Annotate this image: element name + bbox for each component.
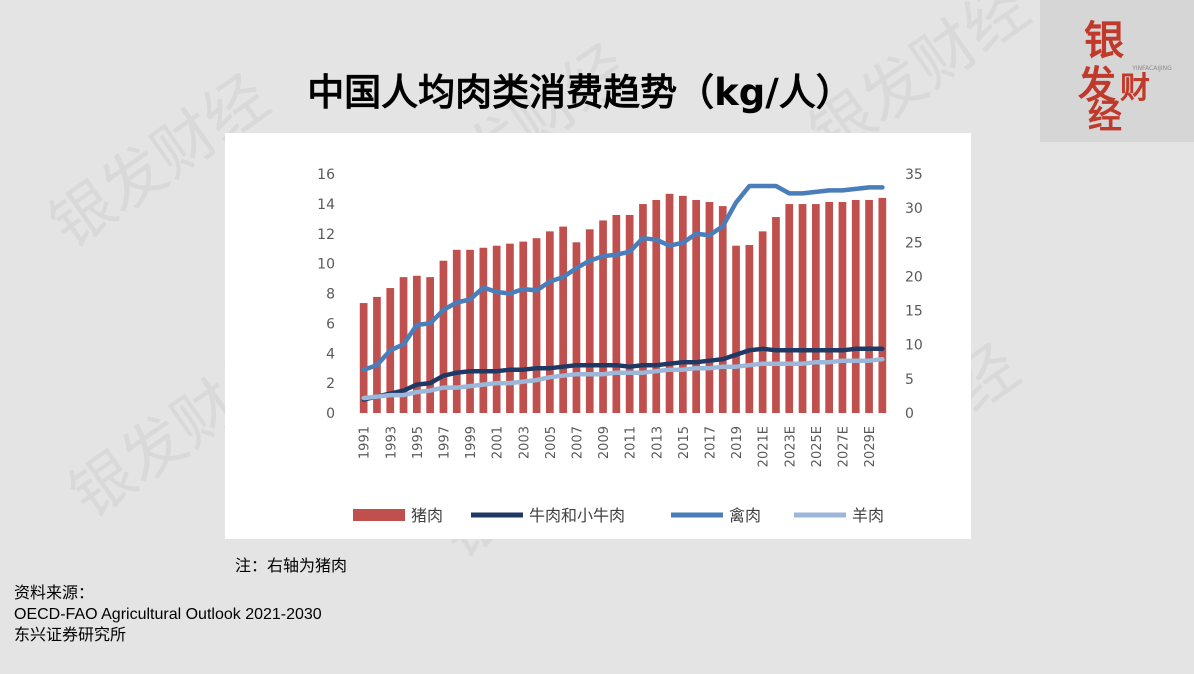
legend-label: 羊肉 <box>852 506 884 525</box>
y-right-tick: 30 <box>905 201 923 217</box>
y-left-tick: 4 <box>326 346 335 362</box>
page-title: 中国人均肉类消费趋势（kg/人） <box>307 71 853 114</box>
bar-pork-2028E <box>851 199 860 413</box>
bar-pork-1996 <box>426 277 435 413</box>
bar-pork-1998 <box>452 249 461 413</box>
y-right-tick: 15 <box>905 304 923 320</box>
x-tick-label: 2011 <box>624 426 639 459</box>
x-tick-label: 2019 <box>730 426 745 459</box>
x-tick-label: 2029E <box>863 426 878 467</box>
y-right-tick: 25 <box>905 235 923 251</box>
bar-pork-2014 <box>665 193 674 413</box>
bar-pork-1992 <box>373 296 381 413</box>
bar-pork-2027E <box>838 201 847 413</box>
bar-pork-2022E <box>772 217 780 413</box>
source-block: 资料来源： OECD-FAO Agricultural Outlook 2021… <box>14 583 322 646</box>
x-tick-label: 2027E <box>836 426 851 467</box>
x-tick-label: 1997 <box>437 426 452 459</box>
x-tick-label: 1995 <box>411 426 426 459</box>
y-left-tick: 16 <box>317 167 335 183</box>
x-tick-label: 2023E <box>783 426 798 467</box>
chart-panel: 0 2 4 6 8 10 12 14 16 0 5 10 15 20 25 30 35 1991 1993 199… <box>225 133 971 539</box>
y-right-tick: 10 <box>905 338 923 354</box>
y-left-tick: 6 <box>326 316 335 332</box>
logo-char: 经 <box>1088 97 1122 137</box>
x-tick-label: 2007 <box>570 426 585 459</box>
logo-char: 银 <box>1084 17 1124 64</box>
bar-pork-2002 <box>506 243 514 413</box>
bar-pork-2019 <box>732 245 740 413</box>
bar-pork-2013 <box>652 199 661 413</box>
x-tick-label: 1999 <box>464 426 479 459</box>
x-tick-label: 1991 <box>358 426 373 459</box>
bar-pork-2023E <box>785 204 794 413</box>
bar-pork-1991 <box>359 303 368 413</box>
bar-pork-2005 <box>545 231 554 413</box>
x-tick-label: 2017 <box>703 426 718 459</box>
bar-pork-2012 <box>639 204 647 413</box>
y-left-tick: 0 <box>326 406 335 422</box>
y-left-tick: 10 <box>317 257 335 273</box>
y-right-tick: 0 <box>905 406 914 422</box>
bar-pork-2008 <box>585 229 594 413</box>
bar-pork-2018 <box>718 206 727 413</box>
meat-consumption-chart: 0 2 4 6 8 10 12 14 16 0 5 10 15 20 25 30 35 1991 1993 199… <box>317 167 923 525</box>
line-series-禽肉 <box>361 183 885 372</box>
y-right-tick: 5 <box>905 372 914 388</box>
bar-pork-2007 <box>572 242 581 413</box>
source-line: 资料来源： <box>14 585 95 602</box>
bar-pork-2006 <box>559 226 568 413</box>
x-tick-label: 2009 <box>597 426 612 459</box>
x-tick-label: 2015 <box>677 426 692 459</box>
logo-subtitle: YINFACAIJING <box>1131 65 1172 72</box>
bar-pork-2017 <box>705 201 714 413</box>
bar-pork-2030E <box>878 197 887 413</box>
line-series-羊肉 <box>361 356 885 401</box>
y-right-tick: 35 <box>905 167 923 183</box>
bar-pork-2025E <box>811 204 820 413</box>
line-series-牛肉和小牛肉 <box>361 346 885 402</box>
bar-pork-2003 <box>519 241 528 413</box>
legend-label: 猪肉 <box>411 506 443 525</box>
bar-pork-2004 <box>532 238 541 413</box>
bar-pork-2015 <box>678 195 687 413</box>
bar-pork-1995 <box>412 275 421 413</box>
y-left-tick: 12 <box>317 227 335 243</box>
x-tick-label: 1993 <box>384 426 399 459</box>
x-tick-label: 2005 <box>544 426 559 459</box>
bar-pork-2000 <box>479 247 488 413</box>
bar-pork-1999 <box>466 249 474 413</box>
y-left-tick: 2 <box>326 376 335 392</box>
bar-pork-2016 <box>692 199 701 413</box>
bar-pork-2024E <box>798 204 807 413</box>
x-tick-label: 2025E <box>810 426 825 467</box>
bar-pork-2029E <box>865 199 873 413</box>
brand-logo: 银 YINFACAIJING 发 财 经 <box>1040 0 1194 142</box>
bar-pork-2020 <box>745 245 754 413</box>
y-left-tick: 14 <box>317 197 335 213</box>
y-left-tick: 8 <box>326 287 335 303</box>
legend-label: 禽肉 <box>729 506 761 525</box>
bar-pork-2021E <box>758 231 767 413</box>
legend-swatch <box>353 509 405 521</box>
x-tick-label: 2003 <box>517 426 532 459</box>
logo-char: 发 <box>1078 62 1116 107</box>
bar-pork-2001 <box>492 245 501 413</box>
y-right-tick: 20 <box>905 269 923 285</box>
source-line: OECD-FAO Agricultural Outlook 2021-2030 <box>14 606 322 623</box>
bar-pork-2026E <box>825 201 834 413</box>
source-line: 东兴证券研究所 <box>14 627 127 644</box>
bar-pork-1997 <box>439 260 448 413</box>
x-tick-label: 2001 <box>491 426 506 459</box>
axis-note: 注：右轴为猪肉 <box>235 556 348 575</box>
x-tick-label: 2021E <box>757 426 772 467</box>
x-tick-label: 2013 <box>650 426 665 459</box>
logo-char: 财 <box>1120 71 1150 106</box>
bar-pork-2009 <box>599 220 607 413</box>
bar-pork-2011 <box>625 214 634 413</box>
legend-label: 牛肉和小牛肉 <box>529 506 625 525</box>
bar-pork-2010 <box>612 214 621 413</box>
